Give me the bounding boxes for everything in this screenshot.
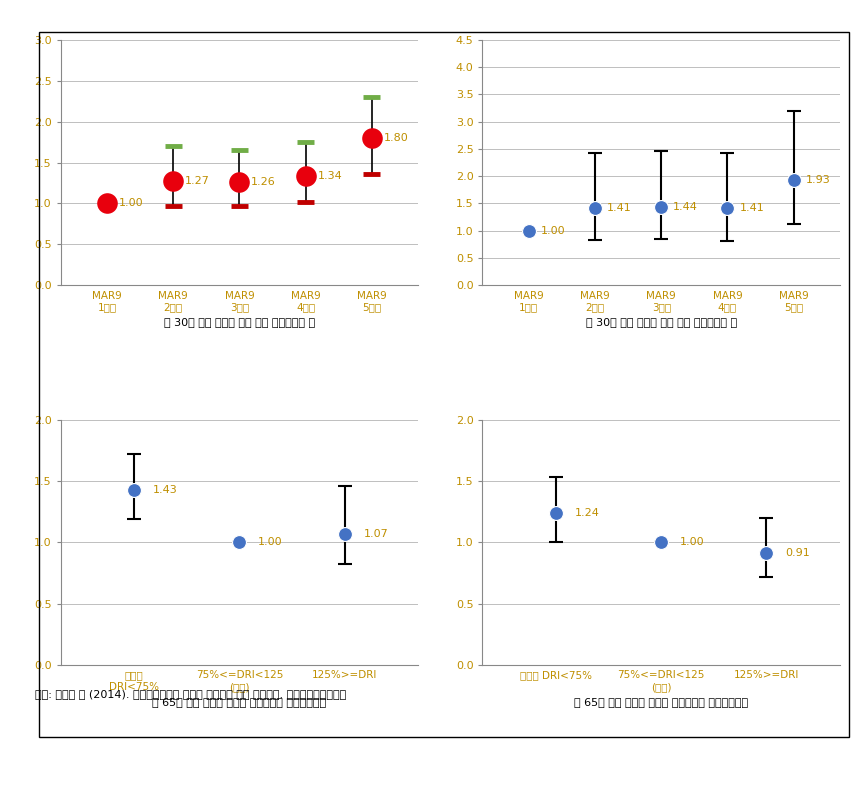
Text: 〈 30세 이상 인구의 식사 질과 사망위험비 〉: 〈 30세 이상 인구의 식사 질과 사망위험비 〉: [585, 317, 737, 327]
Text: 1.80: 1.80: [384, 133, 409, 143]
Text: 〈 65세 이상 인구의 에너지 섭취수준별 사망위험비〉: 〈 65세 이상 인구의 에너지 섭취수준별 사망위험비〉: [152, 697, 326, 706]
Text: 1.00: 1.00: [540, 226, 565, 235]
Point: [100, 197, 114, 210]
Text: 〈 65세 이상 인구의 단백질 섭취수준별 사망위험비〉: 〈 65세 이상 인구의 단백질 섭취수준별 사망위험비〉: [574, 697, 748, 706]
Text: 1.00: 1.00: [258, 537, 283, 547]
Point: [232, 536, 246, 549]
Text: 1.26: 1.26: [251, 177, 276, 187]
Text: 1.43: 1.43: [153, 485, 178, 495]
Point: [655, 536, 669, 549]
Point: [655, 200, 669, 213]
Text: 1.41: 1.41: [740, 203, 764, 213]
Point: [759, 547, 773, 560]
Text: 자료: 김혜련 등 (2014). 건강위험요인과 사망의 관련성에 대한 종단연구. 한국보건사회연구원: 자료: 김혜련 등 (2014). 건강위험요인과 사망의 관련성에 대한 종단…: [35, 689, 346, 698]
Text: 1.41: 1.41: [607, 203, 631, 213]
Point: [522, 224, 536, 237]
Point: [127, 483, 141, 496]
Text: 1.00: 1.00: [119, 199, 144, 208]
Point: [299, 169, 313, 182]
Point: [786, 174, 800, 187]
Text: 1.27: 1.27: [185, 176, 210, 187]
Text: 0.91: 0.91: [785, 549, 810, 558]
Point: [232, 175, 246, 188]
Text: 1.34: 1.34: [318, 171, 342, 180]
Point: [588, 202, 602, 215]
Text: 1.93: 1.93: [805, 175, 830, 185]
Point: [166, 175, 180, 187]
Point: [365, 131, 378, 144]
Text: 1.00: 1.00: [680, 537, 705, 547]
Point: [338, 527, 352, 540]
Text: 1.44: 1.44: [673, 202, 698, 211]
Text: 1.24: 1.24: [575, 508, 600, 518]
Point: [549, 506, 563, 519]
Point: [721, 202, 734, 215]
Text: 〈 30세 이상 인구의 식사 질과 사망위험비 〉: 〈 30세 이상 인구의 식사 질과 사망위험비 〉: [164, 317, 315, 327]
Text: 1.07: 1.07: [364, 529, 388, 539]
